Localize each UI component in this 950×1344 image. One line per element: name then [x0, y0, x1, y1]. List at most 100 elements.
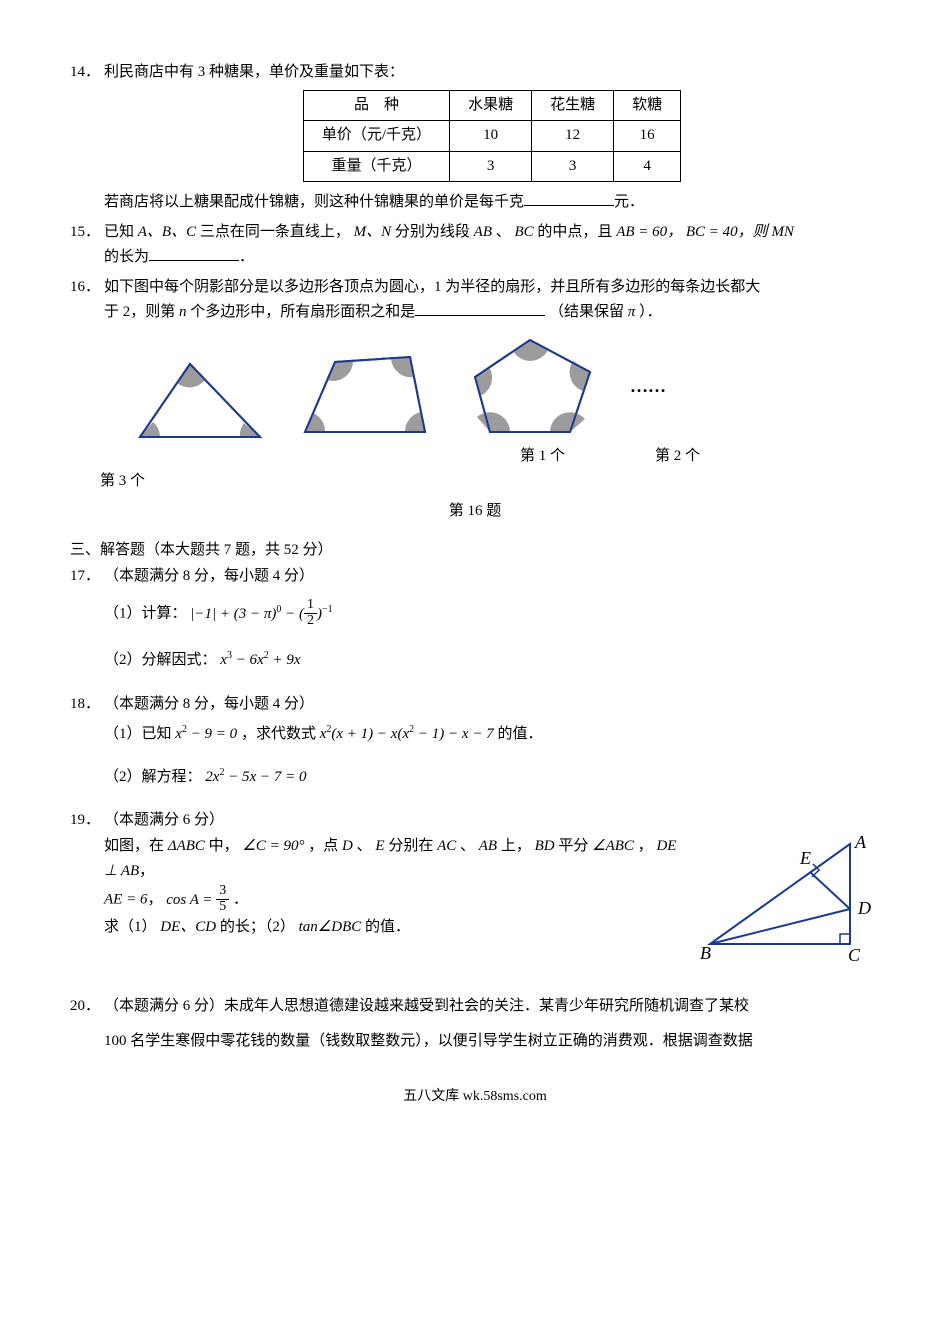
q15-body: 已知 A、B、C 三点在同一条直线上， M、N 分别为线段 AB 、 BC 的中…: [104, 220, 880, 271]
q18-number: 18．: [70, 692, 104, 791]
q18-body: （本题满分 8 分，每小题 4 分） （1）已知 x2 − 9 = 0 ，求代数…: [104, 692, 880, 791]
question-18: 18． （本题满分 8 分，每小题 4 分） （1）已知 x2 − 9 = 0 …: [70, 692, 880, 791]
q17-head: （本题满分 8 分，每小题 4 分）: [104, 568, 314, 584]
q14-number: 14．: [70, 60, 104, 216]
q20-number: 20．: [70, 994, 104, 1055]
q19-ask: 求（1） DE、CD 的长；（2） tan∠DBC 的值．: [104, 915, 680, 941]
eq: 2x2 − 5x − 7 = 0: [205, 769, 306, 785]
t: ，点: [308, 838, 338, 854]
t: 的长为: [104, 249, 149, 265]
q19-line1: 如图，在 ΔABC 中， ∠C = 90° ，点 D 、 E 分别在 AC 、 …: [104, 834, 680, 885]
question-19: 19． （本题满分 6 分） 如图，在 ΔABC 中， ∠C = 90° ，点 …: [70, 808, 880, 964]
question-20: 20． （本题满分 6 分）未成年人思想道德建设越来越受到社会的关注．某青少年研…: [70, 994, 880, 1055]
cell: 3: [450, 151, 532, 182]
t: 已知: [104, 224, 134, 240]
shape-labels-row: 第 1 个 第 2 个: [70, 444, 880, 470]
q17-part1: （1）计算： |−1| + (3 − π)0 − (12)−1: [104, 599, 880, 629]
ellipsis: ……: [630, 371, 666, 402]
q19-line2: AE = 6， cos A = 35 ．: [104, 885, 680, 915]
quad-shape: [290, 342, 440, 442]
label: （2）解方程：: [104, 769, 202, 785]
label-2: 第 2 个: [655, 444, 700, 470]
bd: BD: [535, 838, 555, 854]
t: ．: [233, 892, 248, 908]
t: 分别在: [388, 838, 433, 854]
t: 如下图中每个阴影部分是以多边形各顶点为圆心，1 为半径的扇形，并且所有多边形的每…: [104, 279, 760, 295]
table-row: 重量（千克） 3 3 4: [303, 151, 680, 182]
mn: M、N: [354, 224, 392, 240]
cell: 水果糖: [450, 90, 532, 121]
t: 平分: [558, 838, 588, 854]
q14-intro: 利民商店中有 3 种糖果，单价及重量如下表：: [104, 64, 404, 80]
label-3: 第 3 个: [100, 473, 145, 489]
cos: cos A = 35: [166, 892, 229, 908]
cell: 花生糖: [532, 90, 614, 121]
q17-expr1: |−1| + (3 − π)0 − (12)−1: [190, 606, 332, 622]
shapes-figure: ……: [70, 332, 880, 442]
cell: 16: [614, 121, 681, 152]
triangle-diagram: A E D B C: [700, 834, 880, 964]
cell: 品 种: [303, 90, 449, 121]
q14-tail-a: 若商店将以上糖果配成什锦糖，则这种什锦糖果的单价是每千克: [104, 194, 524, 210]
q14-tail-b: 元．: [614, 194, 644, 210]
label-d: D: [857, 898, 871, 918]
q14-tail: 若商店将以上糖果配成什锦糖，则这种什锦糖果的单价是每千克 元．: [104, 190, 880, 216]
pi: π: [628, 304, 636, 320]
blank: [524, 190, 614, 206]
ac: AC: [437, 838, 456, 854]
label-e: E: [799, 848, 811, 868]
abc: A、B、C: [138, 224, 196, 240]
ab: AB: [479, 838, 497, 854]
triangle-shape: [130, 352, 270, 442]
q18-part2: （2）解方程： 2x2 − 5x − 7 = 0: [104, 764, 880, 791]
decd: DE、CD: [160, 919, 216, 935]
cell: 3: [532, 151, 614, 182]
t: 中，: [209, 838, 239, 854]
q19-number: 19．: [70, 808, 104, 964]
ae: AE = 6: [104, 892, 147, 908]
cell: 单价（元/千克）: [303, 121, 449, 152]
page-footer: 五八文库 wk.58sms.com: [70, 1085, 880, 1109]
angc: ∠C = 90°: [242, 838, 304, 854]
mn2: MN: [771, 224, 794, 240]
ab: AB: [474, 224, 492, 240]
label-3-row: 第 3 个: [70, 469, 880, 495]
section-3-heading: 三、解答题（本大题共 7 题，共 52 分）: [70, 538, 880, 564]
ab2: AB: [121, 863, 139, 879]
t: 的值．: [365, 919, 410, 935]
t: 如图，在: [104, 838, 164, 854]
eq: x2(x + 1) − x(x2 − 1) − x − 7: [320, 726, 494, 742]
abc: ΔABC: [168, 838, 205, 854]
label-b: B: [700, 943, 711, 963]
q16-caption: 第 16 题: [70, 499, 880, 525]
abeq: AB = 60，: [616, 224, 682, 240]
label: （1）计算：: [104, 606, 187, 622]
de: DE: [656, 838, 676, 854]
cell: 10: [450, 121, 532, 152]
q19-body: （本题满分 6 分） 如图，在 ΔABC 中， ∠C = 90° ，点 D 、 …: [104, 808, 880, 964]
table-row: 品 种 水果糖 花生糖 软糖: [303, 90, 680, 121]
pentagon-shape: [460, 332, 600, 442]
q17-expr2: x3 − 6x2 + 9x: [220, 652, 300, 668]
question-16: 16． 如下图中每个阴影部分是以多边形各顶点为圆心，1 为半径的扇形，并且所有多…: [70, 275, 880, 326]
t: ，求代数式: [241, 726, 316, 742]
candy-table: 品 种 水果糖 花生糖 软糖 单价（元/千克） 10 12 16 重量（千克） …: [303, 90, 681, 183]
t: （结果保留: [549, 304, 624, 320]
q16-body: 如下图中每个阴影部分是以多边形各顶点为圆心，1 为半径的扇形，并且所有多边形的每…: [104, 275, 880, 326]
t: 上，: [501, 838, 531, 854]
eq: x2 − 9 = 0: [175, 726, 237, 742]
blank: [149, 245, 239, 261]
t: 的值．: [497, 726, 542, 742]
q14-body: 利民商店中有 3 种糖果，单价及重量如下表： 品 种 水果糖 花生糖 软糖 单价…: [104, 60, 880, 216]
t: 于 2，则第: [104, 304, 175, 320]
bc: BC: [515, 224, 534, 240]
q20-body: （本题满分 6 分）未成年人思想道德建设越来越受到社会的关注．某青少年研究所随机…: [104, 994, 880, 1055]
q20-line2: 100 名学生寒假中零花钱的数量（钱数取整数元），以便引导学生树立正确的消费观．…: [104, 1029, 880, 1055]
cell: 重量（千克）: [303, 151, 449, 182]
e: E: [375, 838, 384, 854]
cell: 软糖: [614, 90, 681, 121]
cell: 12: [532, 121, 614, 152]
angabc: ∠ABC: [592, 838, 634, 854]
q16-number: 16．: [70, 275, 104, 326]
label-c: C: [848, 945, 861, 964]
